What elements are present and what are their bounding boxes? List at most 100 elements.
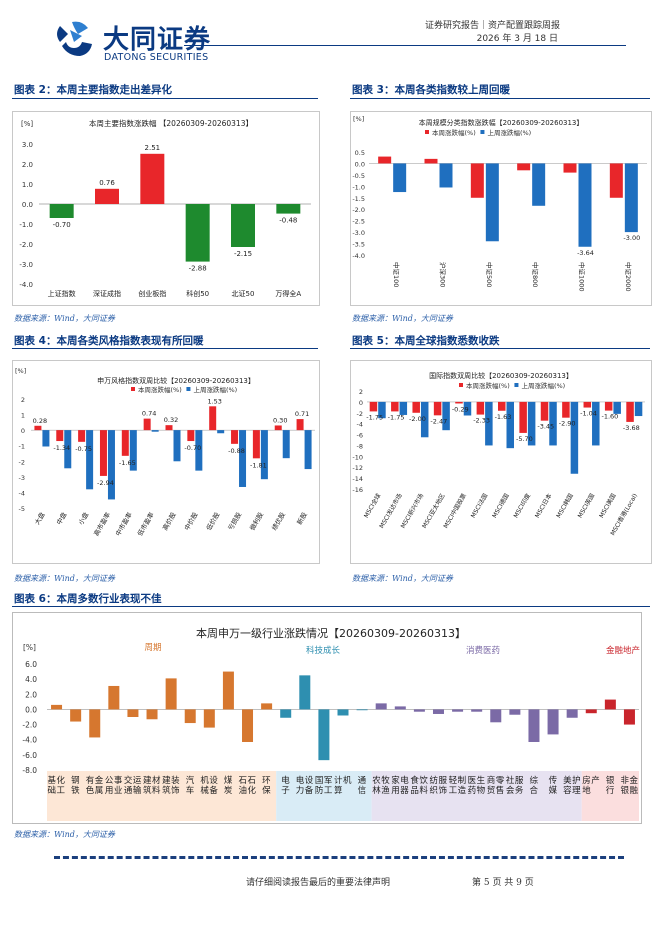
group-label: 科技成长 xyxy=(306,645,341,656)
fig2-panel: 本周主要指数涨跌幅 【20260309-20260313】 [%] 3.0 2.0 1.… xyxy=(12,111,320,306)
data-label: 0.30 xyxy=(273,416,287,424)
data-label: 2.51 xyxy=(145,144,161,152)
legend-swatch xyxy=(186,387,191,391)
bar-MSCI发达市场-this-week xyxy=(391,401,399,412)
fig2-source: 数据来源：Wind，大同证券 xyxy=(14,314,115,323)
bar-中证1000-last-week xyxy=(578,163,592,247)
bar-MSCI印度-this-week xyxy=(519,401,527,433)
bar-中价股-this-week xyxy=(187,430,195,442)
fig2-rule xyxy=(12,98,318,99)
bar-电子 xyxy=(280,709,292,718)
y-tick-label: 2 xyxy=(359,388,363,396)
bar-新股-this-week xyxy=(296,419,304,431)
bar-高价股-this-week xyxy=(165,425,173,431)
bar-传媒 xyxy=(547,709,559,735)
bar-中证100-this-week xyxy=(378,156,392,164)
fig3-chart: 本周规模分类指数涨跌幅【20260309-20260313】本周涨跌幅(%) 上周… xyxy=(352,115,647,292)
bar-中证500-this-week xyxy=(470,163,484,198)
bar-MSCI德国-this-week xyxy=(498,401,506,411)
report-date: 2026 年 3 月 18 日 xyxy=(476,34,558,44)
bar-MSCI德国-last-week xyxy=(506,401,514,449)
category-label: 低价股 xyxy=(204,510,222,532)
data-label: 0.76 xyxy=(99,179,115,187)
bar-中盘-this-week xyxy=(56,430,64,442)
y-tick-label: 2 xyxy=(21,396,25,404)
category-label: 高价股 xyxy=(160,510,178,532)
y-tick-label: -4.0 xyxy=(352,252,365,260)
fig5-panel: 国际指数双周比较【20260309-20260313】 本周涨跌幅(%) 上周涨跌幅… xyxy=(350,360,652,564)
y-tick-label: -4.0 xyxy=(19,281,33,289)
y-tick-label: -2 xyxy=(19,458,25,466)
legend-label: 本周涨跌幅(%) xyxy=(138,385,182,394)
bar-中市盈率-last-week xyxy=(129,430,137,471)
bar-银行 xyxy=(604,699,616,710)
fig3-rule xyxy=(350,98,650,99)
bar-微利股-last-week xyxy=(260,430,268,480)
category-label: 商贸零售 xyxy=(487,775,505,796)
category-label: 新股 xyxy=(295,510,310,526)
bar-高市盈率-last-week xyxy=(107,430,115,500)
y-tick-label: -14 xyxy=(352,475,363,483)
fig5-chart: 国际指数双周比较【20260309-20260313】本周涨跌幅(%) 上周涨跌幅… xyxy=(352,371,645,537)
category-label: 中盘 xyxy=(54,510,69,526)
y-tick-label: -2.5 xyxy=(352,218,365,226)
category-label: 中证1000 xyxy=(578,262,587,292)
category-label: 北证50 xyxy=(232,290,255,298)
data-label: -2.15 xyxy=(234,250,252,258)
category-label: 科创50 xyxy=(186,289,209,298)
data-label: -2.33 xyxy=(473,417,490,425)
category-label: 美容护理 xyxy=(563,775,581,796)
y-tick-label: -2.0 xyxy=(22,721,37,730)
y-tick-label: -3 xyxy=(19,474,25,482)
y-tick-label: -3.5 xyxy=(352,241,365,249)
bar-MSCI印度-last-week xyxy=(527,401,536,446)
category-label: 银行 xyxy=(606,775,615,796)
bar-MSCI香港(Local)-last-week xyxy=(634,401,643,417)
fig6-chart: 本周申万一级行业涨跌情况【20260309-20260313】 [%] 6.0 4.0… xyxy=(22,626,640,821)
bar-沪深300-this-week xyxy=(424,158,438,164)
y-axis-unit: [%] xyxy=(21,120,33,128)
bar-MSCI新兴市场-this-week xyxy=(412,401,420,413)
chart-title: 国际指数双周比较【20260309-20260313】 xyxy=(429,371,573,380)
bar-国防军工 xyxy=(318,709,330,761)
bar-低价股-last-week xyxy=(217,430,225,434)
y-tick-label: -5 xyxy=(19,505,25,513)
y-tick-label: -3.0 xyxy=(19,261,33,269)
category-label: 小盘 xyxy=(76,510,91,526)
data-label: -1.75 xyxy=(388,413,405,421)
category-label: 食品饮料 xyxy=(410,775,428,796)
category-label: 电子 xyxy=(281,775,290,796)
category-label: 绩优股 xyxy=(269,510,287,532)
fig2-chart: 本周主要指数涨跌幅 【20260309-20260313】 [%] 3.0 2.0 1.… xyxy=(19,118,311,298)
category-label: 沪深300 xyxy=(439,262,448,287)
bar-纺织服饰 xyxy=(432,709,444,714)
bar-有色金属 xyxy=(89,709,101,738)
bar-石油石化 xyxy=(242,709,254,742)
chart-title: 本周主要指数涨跌幅 【20260309-20260313】 xyxy=(89,118,253,128)
bar-低价股-this-week xyxy=(209,406,217,431)
header-divider xyxy=(184,45,626,46)
category-label: MSCI韩国 xyxy=(554,492,574,519)
fig6-panel: 本周申万一级行业涨跌情况【20260309-20260313】 [%] 6.0 4.0… xyxy=(12,612,642,824)
bar-小盘-last-week xyxy=(86,430,94,490)
bar-中证2000-last-week xyxy=(624,163,638,233)
bar-MSCI全球-this-week xyxy=(369,401,378,412)
bar-MSCI中国股票-last-week xyxy=(463,401,472,416)
bar-轻工制造 xyxy=(452,709,464,712)
category-label: 国防军工 xyxy=(315,776,333,796)
y-tick-label: -3.0 xyxy=(352,229,365,237)
bar-低市盈率-last-week xyxy=(151,430,159,432)
category-label: 煤炭 xyxy=(224,775,233,796)
category-label: 纺织服饰 xyxy=(429,775,447,796)
bar-公用事业 xyxy=(108,685,120,710)
category-label: 亏损股 xyxy=(226,510,244,532)
category-label: 农林牧渔 xyxy=(372,775,390,796)
legend-swatch xyxy=(514,383,519,387)
category-label: 中证100 xyxy=(392,262,401,287)
bar-微利股-this-week xyxy=(252,430,260,459)
bar-综合 xyxy=(528,709,540,742)
category-label: MSCI英国 xyxy=(576,492,596,519)
data-label: -3.64 xyxy=(577,249,594,257)
bar-电力设备 xyxy=(299,675,311,710)
fig3-panel: 本周规模分类指数涨跌幅【20260309-20260313】 本周涨跌幅(%) 上周… xyxy=(350,111,652,306)
